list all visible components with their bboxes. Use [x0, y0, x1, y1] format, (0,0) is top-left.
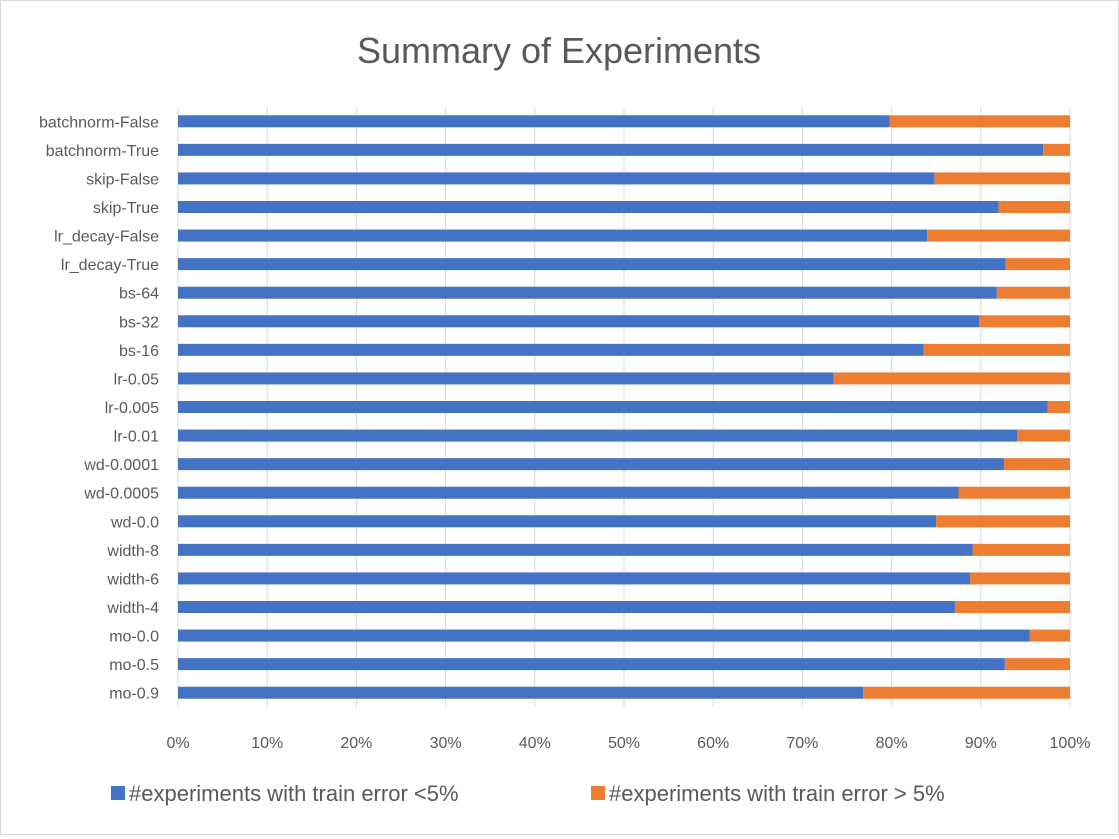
x-tick-labels: 0% 10% 20% 30% 40% 50% 60% 70% 80% 90% 100%: [166, 735, 1090, 752]
x-tick-label: 100%: [1050, 735, 1091, 752]
bar-segment-below-5pct: [178, 629, 1030, 642]
bar-segment-below-5pct: [178, 658, 1005, 671]
legend-swatch: [591, 786, 605, 800]
category-label: mo-0.5: [109, 657, 159, 674]
chart-title: Summary of Experiments: [357, 30, 761, 71]
bar-segment-above-5pct: [863, 686, 1070, 699]
bar-segment-below-5pct: [178, 572, 971, 585]
category-label: width-6: [106, 571, 159, 588]
legend-label: #experiments with train error > 5%: [609, 781, 945, 806]
bars: [178, 115, 1070, 699]
bar-segment-above-5pct: [1003, 458, 1070, 471]
category-label: lr-0.01: [114, 429, 159, 446]
bar-segment-above-5pct: [1047, 401, 1070, 413]
bar-segment-below-5pct: [178, 343, 924, 356]
bar-segment-above-5pct: [996, 286, 1070, 299]
x-tick-label: 40%: [519, 735, 551, 752]
category-label: bs-64: [119, 286, 159, 303]
bar-segment-below-5pct: [178, 686, 864, 699]
bar-segment-above-5pct: [1017, 429, 1070, 442]
bar-segment-above-5pct: [979, 315, 1070, 328]
bar-segment-below-5pct: [178, 172, 935, 185]
category-label: width-8: [106, 543, 159, 560]
category-label: width-4: [106, 600, 159, 617]
x-tick-label: 60%: [697, 735, 729, 752]
category-label: batchnorm-False: [39, 114, 159, 131]
bar-segment-below-5pct: [178, 201, 999, 213]
bar-segment-below-5pct: [178, 143, 1044, 156]
bar-segment-above-5pct: [958, 486, 1070, 499]
category-labels: batchnorm-False batchnorm-True skip-False s…: [39, 114, 159, 702]
category-label: wd-0.0001: [83, 457, 159, 474]
x-tick-label: 0%: [166, 735, 189, 752]
x-tick-label: 50%: [608, 735, 640, 752]
bar-segment-below-5pct: [178, 543, 973, 556]
bar-segment-below-5pct: [178, 258, 1006, 271]
bar-segment-above-5pct: [954, 601, 1070, 613]
category-label: lr-0.005: [105, 400, 159, 417]
x-tick-label: 80%: [876, 735, 908, 752]
x-tick-label: 10%: [251, 735, 283, 752]
bar-segment-above-5pct: [998, 201, 1070, 213]
category-label: skip-True: [93, 200, 159, 217]
bar-segment-below-5pct: [178, 315, 980, 328]
bar-segment-below-5pct: [178, 458, 1004, 471]
bar-segment-above-5pct: [1004, 658, 1070, 671]
bar-segment-above-5pct: [972, 543, 1070, 556]
bar-segment-below-5pct: [178, 115, 890, 128]
category-label: batchnorm-True: [46, 143, 159, 160]
category-label: lr_decay-True: [61, 257, 159, 274]
x-tick-label: 70%: [786, 735, 818, 752]
category-label: bs-32: [119, 314, 159, 331]
x-tick-label: 30%: [430, 735, 462, 752]
bar-segment-below-5pct: [178, 515, 937, 528]
bar-segment-above-5pct: [970, 572, 1070, 585]
bar-segment-below-5pct: [178, 286, 997, 299]
bar-segment-above-5pct: [1043, 143, 1070, 156]
bar-segment-above-5pct: [1029, 629, 1070, 642]
bar-segment-above-5pct: [833, 372, 1070, 385]
bar-segment-below-5pct: [178, 601, 955, 613]
category-label: wd-0.0005: [83, 486, 159, 503]
category-label: wd-0.0: [110, 514, 159, 531]
bar-segment-above-5pct: [927, 229, 1070, 242]
bar-segment-above-5pct: [1005, 258, 1070, 271]
bar-segment-below-5pct: [178, 429, 1018, 442]
category-label: skip-False: [86, 171, 159, 188]
legend-label: #experiments with train error <5%: [129, 781, 459, 806]
bar-segment-above-5pct: [923, 343, 1070, 356]
x-tick-label: 20%: [340, 735, 372, 752]
category-label: lr_decay-False: [54, 229, 159, 246]
bar-segment-below-5pct: [178, 401, 1048, 413]
legend: #experiments with train error <5% #experi…: [111, 781, 945, 806]
category-label: mo-0.9: [109, 686, 159, 703]
bar-segment-below-5pct: [178, 486, 959, 499]
category-label: mo-0.0: [109, 629, 159, 646]
bar-segment-below-5pct: [178, 372, 834, 385]
legend-swatch: [111, 786, 125, 800]
x-tick-label: 90%: [965, 735, 997, 752]
bar-segment-below-5pct: [178, 229, 928, 242]
bar-segment-above-5pct: [889, 115, 1070, 128]
category-label: bs-16: [119, 343, 159, 360]
category-label: lr-0.05: [114, 371, 159, 388]
bar-segment-above-5pct: [934, 172, 1070, 185]
bar-segment-above-5pct: [936, 515, 1070, 528]
